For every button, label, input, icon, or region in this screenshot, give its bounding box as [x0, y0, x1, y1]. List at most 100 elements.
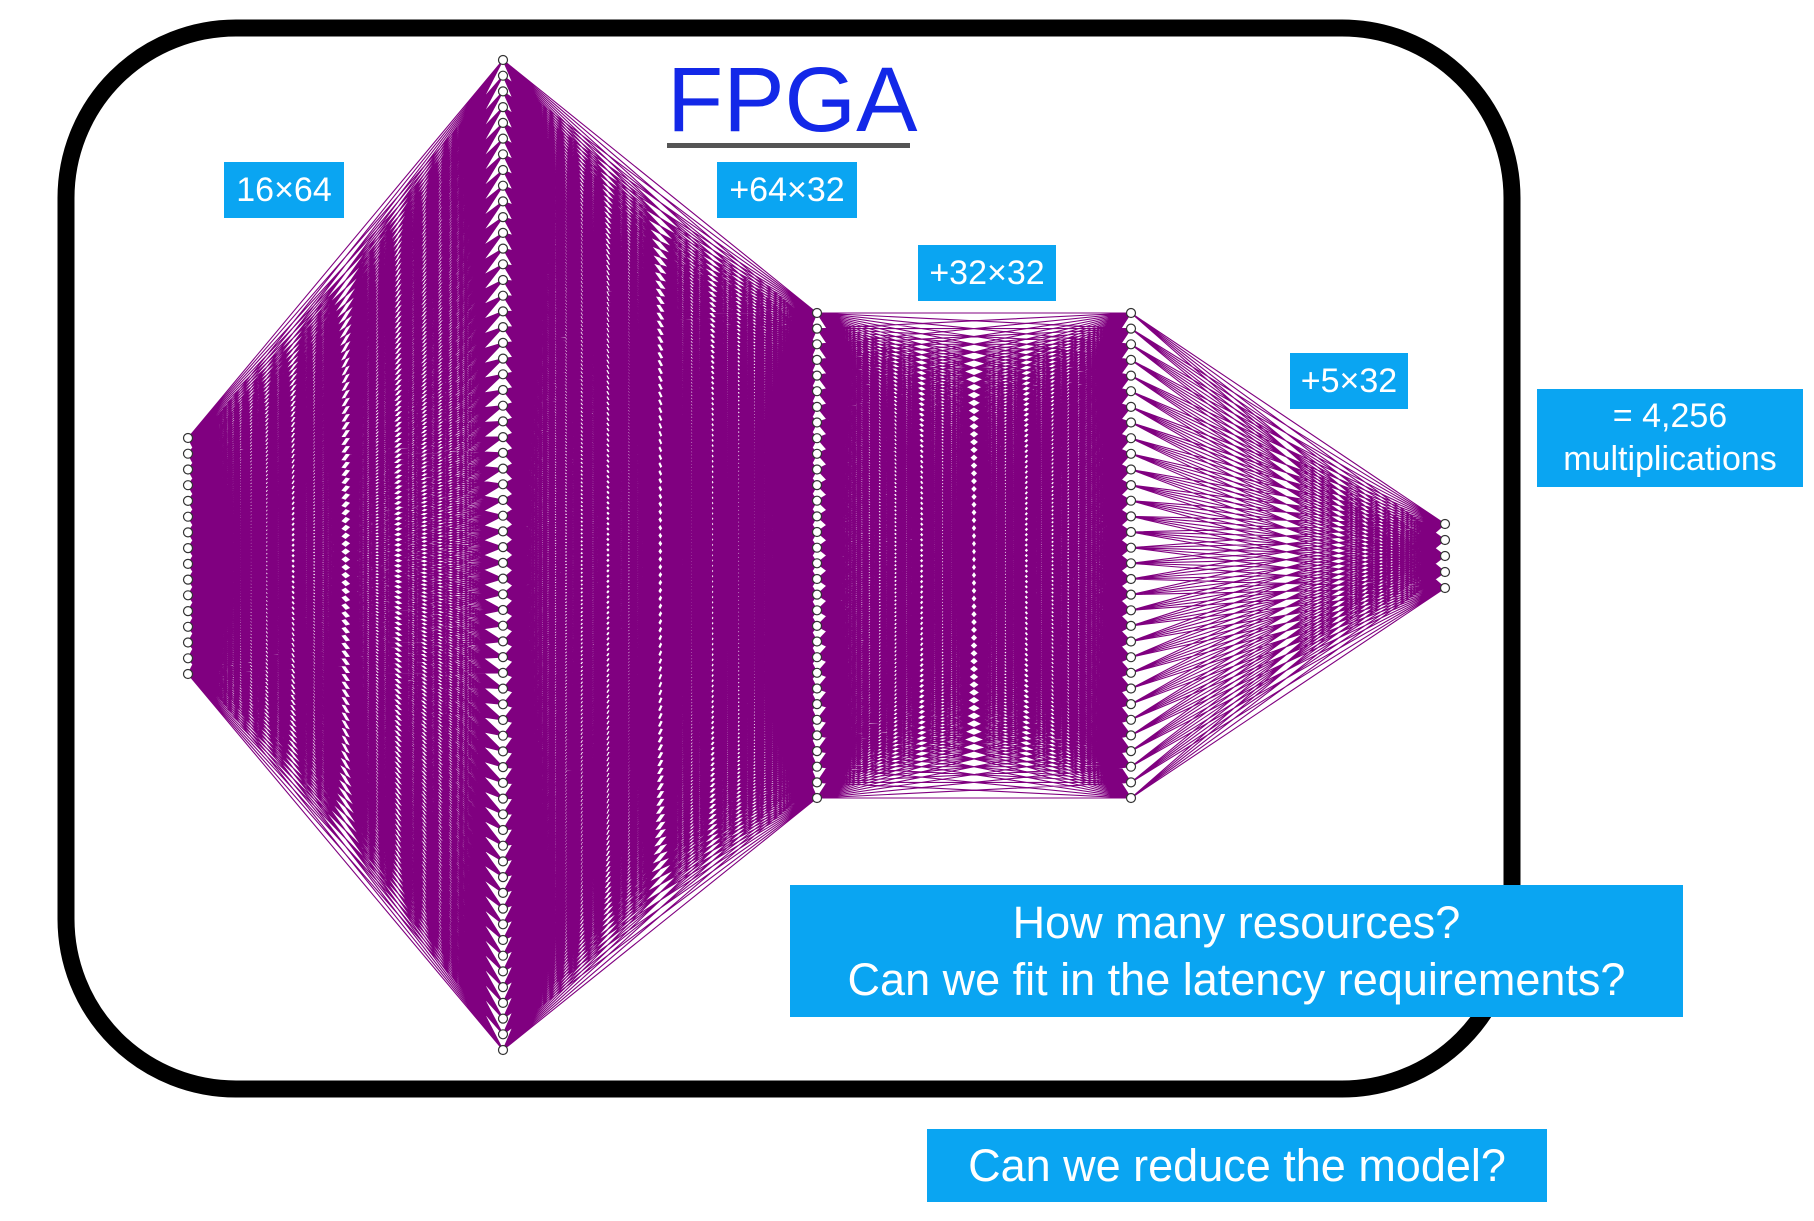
neuron-l2-1 — [497, 54, 509, 66]
neuron-l3-1 — [811, 307, 823, 319]
neuron-l3-23 — [811, 652, 823, 663]
neuron-l2-55 — [497, 903, 509, 914]
neuron-l2-59 — [497, 966, 509, 977]
neuron-l2-44 — [497, 730, 509, 741]
neuron-l4-29 — [1125, 745, 1137, 757]
neuron-l4-17 — [1125, 558, 1137, 569]
neuron-l2-35 — [497, 589, 509, 600]
neuron-l3-31 — [811, 777, 823, 788]
neuron-l2-64 — [497, 1044, 509, 1056]
neuron-l2-60 — [497, 981, 509, 993]
neuron-l4-8 — [1125, 417, 1137, 428]
total-line2: multiplications — [1563, 440, 1777, 478]
neuron-l3-27 — [811, 714, 823, 725]
neuron-l2-57 — [497, 934, 509, 946]
fpga-title: FPGA — [667, 49, 918, 151]
neuron-l2-34 — [497, 573, 509, 584]
neuron-l3-22 — [811, 636, 823, 647]
neuron-l3-29 — [811, 745, 823, 757]
neuron-l1-10 — [182, 574, 194, 585]
neuron-l2-17 — [497, 306, 509, 317]
neuron-l3-18 — [811, 573, 823, 585]
fpga-boundary — [57, 19, 1521, 1098]
neuron-l1-3 — [182, 464, 194, 475]
neuron-l3-9 — [811, 433, 823, 444]
neuron-l2-52 — [497, 856, 509, 867]
neuron-l2-10 — [497, 196, 509, 207]
total-multiplications-label: = 4,256 multiplications — [1537, 389, 1803, 487]
neuron-l4-25 — [1125, 683, 1137, 694]
network-edges — [187, 59, 1446, 1051]
neuron-l4-18 — [1125, 573, 1137, 585]
neuron-l4-4 — [1125, 354, 1137, 365]
neuron-l1-2 — [182, 448, 194, 459]
neuron-l2-8 — [497, 164, 509, 176]
neuron-l3-30 — [811, 761, 823, 772]
neuron-l2-29 — [497, 494, 509, 506]
neuron-l3-3 — [811, 339, 823, 350]
neuron-l3-24 — [811, 667, 823, 678]
neuron-l2-26 — [497, 447, 509, 458]
neuron-l2-14 — [497, 259, 509, 270]
neuron-l2-41 — [497, 683, 509, 694]
neuron-l2-16 — [497, 290, 509, 301]
neuron-l2-11 — [497, 212, 509, 223]
neuron-l4-23 — [1125, 652, 1137, 663]
neuron-l2-61 — [497, 997, 509, 1009]
neuron-l3-6 — [811, 386, 823, 397]
edges-layer-3-to-4 — [816, 312, 1132, 799]
neuron-l2-63 — [497, 1029, 509, 1040]
neuron-l4-12 — [1125, 480, 1137, 491]
neuron-l4-2 — [1125, 323, 1137, 334]
edges-layer-1-to-2 — [187, 59, 504, 1051]
neuron-l2-25 — [497, 432, 509, 443]
neuron-l4-26 — [1125, 698, 1137, 710]
neuron-l2-30 — [497, 510, 509, 521]
neuron-l4-22 — [1125, 636, 1137, 647]
neuron-l1-5 — [182, 495, 194, 506]
neuron-l4-13 — [1125, 495, 1137, 506]
neuron-l4-16 — [1125, 542, 1137, 553]
neuron-l2-13 — [497, 243, 509, 254]
neuron-l3-32 — [811, 792, 823, 804]
neuron-l2-49 — [497, 809, 509, 820]
total-line1: = 4,256 — [1612, 397, 1728, 435]
neuron-l3-8 — [811, 417, 823, 428]
neuron-l4-30 — [1125, 761, 1137, 772]
neuron-l1-11 — [182, 590, 194, 601]
neuron-l1-7 — [182, 527, 194, 538]
neuron-l1-16 — [182, 668, 194, 680]
neuron-l2-28 — [497, 479, 509, 490]
neuron-l4-21 — [1125, 620, 1137, 632]
neuron-l4-7 — [1125, 401, 1137, 412]
neuron-l2-33 — [497, 557, 509, 569]
neuron-l2-27 — [497, 463, 509, 474]
neuron-l3-11 — [811, 464, 823, 475]
neuron-l3-10 — [811, 448, 823, 459]
edges-layer-2-to-3 — [502, 59, 818, 1051]
neuron-l2-7 — [497, 149, 509, 160]
neuron-l3-21 — [811, 620, 823, 632]
neuron-l3-2 — [811, 323, 823, 334]
neuron-l2-5 — [497, 117, 509, 129]
neuron-l3-4 — [811, 354, 823, 365]
neuron-l3-14 — [811, 511, 823, 522]
neuron-l4-6 — [1125, 386, 1137, 397]
neuron-l2-6 — [497, 133, 509, 144]
neuron-l5-2 — [1439, 534, 1451, 546]
neuron-l2-45 — [497, 746, 509, 757]
neuron-l2-22 — [497, 384, 509, 396]
neuron-l5-5 — [1439, 582, 1451, 594]
neuron-l2-19 — [497, 337, 509, 348]
neuron-l4-15 — [1125, 526, 1137, 538]
neuron-l1-14 — [182, 637, 194, 648]
neuron-l2-2 — [497, 70, 509, 81]
neuron-l1-15 — [182, 653, 194, 664]
neuron-l1-13 — [182, 621, 194, 632]
neuron-l4-9 — [1125, 433, 1137, 444]
neuron-l5-4 — [1439, 566, 1451, 578]
neuron-l4-14 — [1125, 511, 1137, 522]
neuron-l3-13 — [811, 495, 823, 506]
neuron-l2-38 — [497, 636, 509, 647]
neuron-l3-28 — [811, 730, 823, 741]
